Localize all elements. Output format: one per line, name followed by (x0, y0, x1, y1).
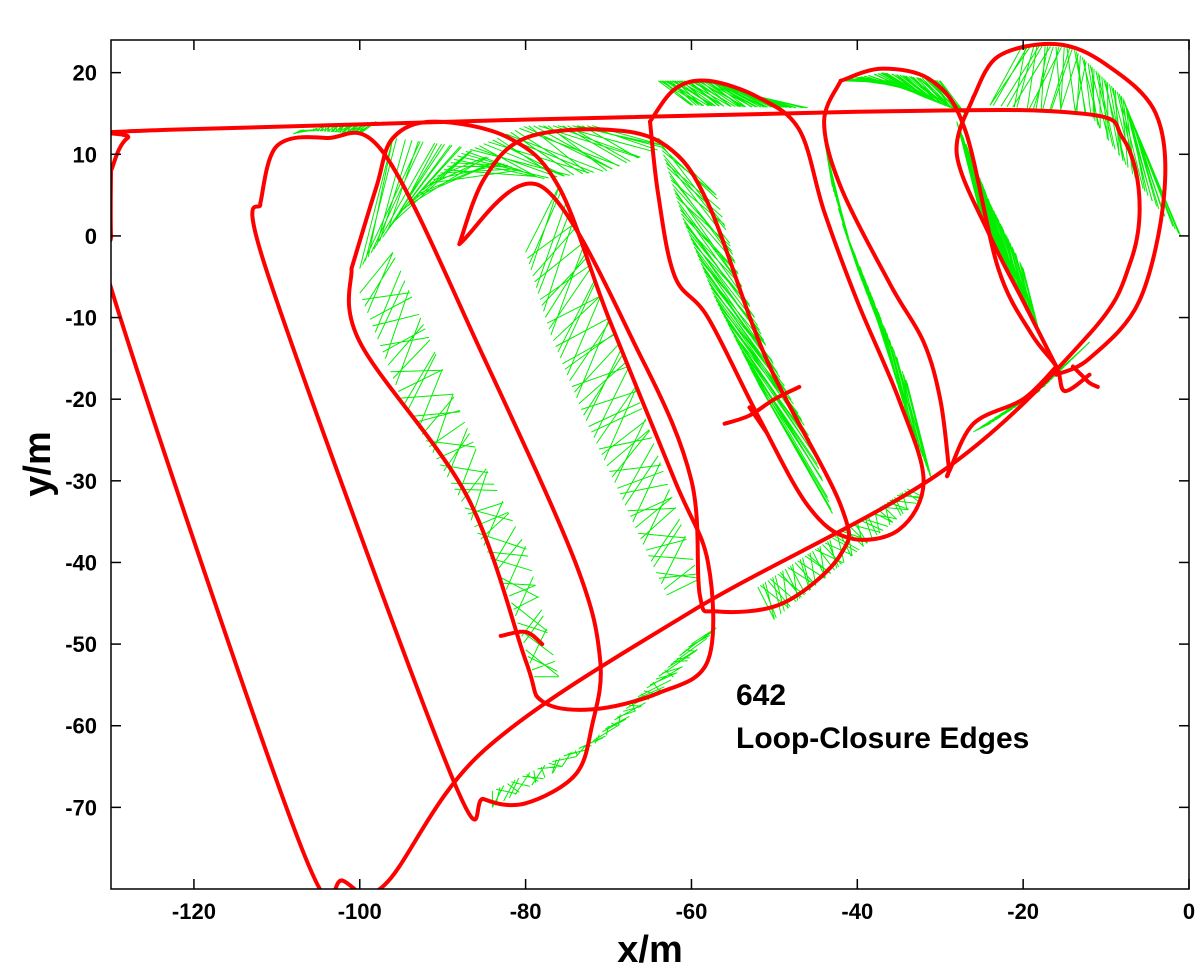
loop-closure-edge-group-1 (359, 125, 667, 269)
loop-closure-edge-group-10 (293, 121, 377, 135)
trajectory-segment-1 (111, 107, 1142, 889)
x-tick-label: -20 (1007, 899, 1039, 924)
y-tick-label: -10 (65, 306, 97, 331)
trajectory-segment-3 (346, 119, 716, 712)
plot-frame (110, 39, 1190, 890)
trajectory-segment-5 (648, 78, 926, 542)
trajectory-segment-6 (838, 66, 1092, 393)
x-tick-label: -120 (172, 899, 216, 924)
y-tick-label: -50 (65, 632, 97, 657)
y-tick-label: 10 (73, 142, 97, 167)
loop-closure-edge-group-3 (525, 186, 701, 596)
trajectory-segment-9 (954, 95, 1059, 369)
y-tick-label: -60 (65, 714, 97, 739)
x-axis-label: x/m (617, 929, 682, 970)
trajectory-segment-4 (457, 127, 852, 615)
y-axis-label: y/m (17, 431, 59, 496)
plot-background (111, 40, 1189, 889)
loop-closure-edge-group-7 (840, 72, 966, 114)
loop-closure-edge-group-2 (359, 251, 559, 678)
y-tick-label: -70 (65, 795, 97, 820)
x-tick-label: 0 (1183, 899, 1195, 924)
loop-closure-edge-group-11 (491, 627, 717, 808)
trajectory-segment-10 (498, 629, 545, 647)
annotation-label: Loop-Closure Edges (736, 722, 1029, 755)
trajectory-lines (111, 41, 1168, 889)
x-tick-label: -60 (676, 899, 708, 924)
annotation-count: 642 (736, 679, 786, 712)
trajectory-segment-7 (822, 78, 1059, 479)
y-tick-label: -20 (65, 387, 97, 412)
axis-ticks: -120 -100 -80 -60 -40 -20 0 20 10 0 -10 -20 -30 -40 -5… (65, 40, 1195, 924)
x-tick-label: -100 (338, 899, 382, 924)
trajectory-segment-13 (1070, 364, 1100, 389)
y-tick-label: 20 (73, 61, 97, 86)
x-tick-label: -40 (841, 899, 873, 924)
x-tick-label: -80 (510, 899, 542, 924)
y-tick-label: 0 (85, 224, 97, 249)
trajectory-segment-8 (971, 41, 1168, 377)
trajectory-segment-12 (747, 405, 769, 434)
loop-closure-edge-group-6 (823, 137, 933, 481)
trajectory-segment-11 (722, 384, 802, 426)
y-tick-label: -30 (65, 469, 97, 494)
y-tick-label: -40 (65, 550, 97, 575)
trajectory-segment-2 (250, 130, 603, 822)
